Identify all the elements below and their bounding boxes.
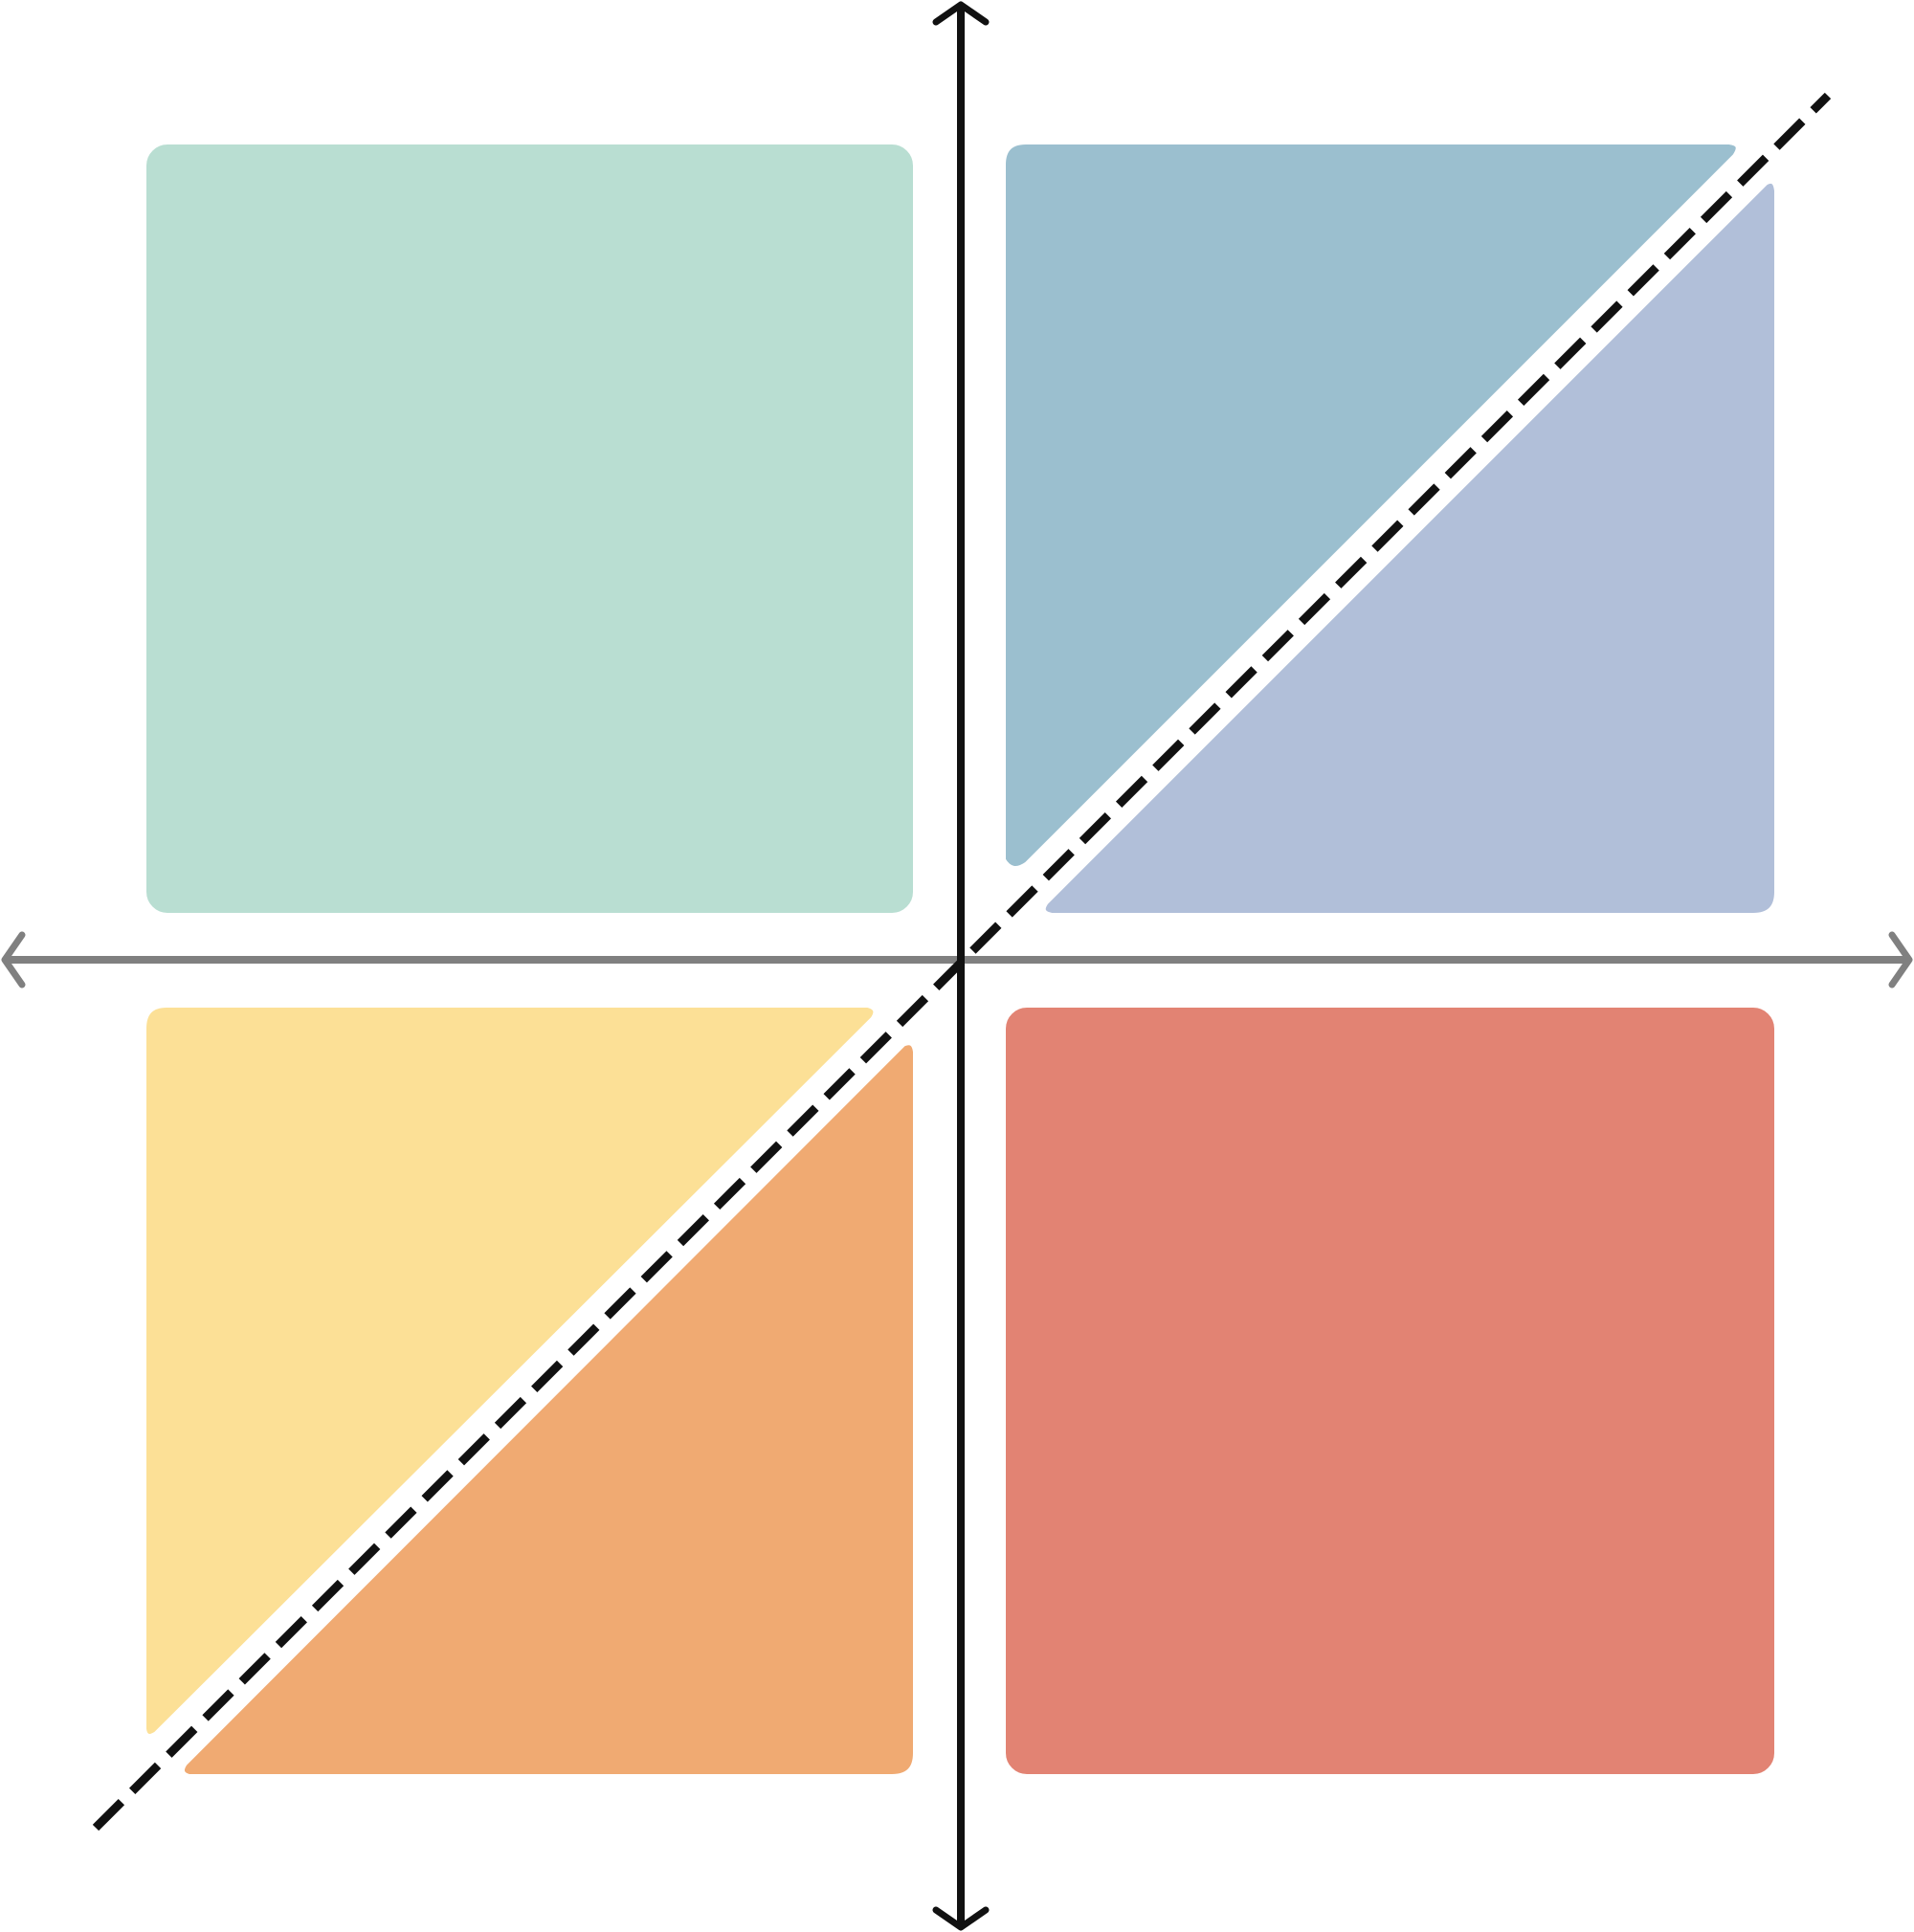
top-left-quadrant [139,137,921,921]
top-right-upper-triangle [998,137,1744,874]
bottom-left-upper-triangle [139,1000,881,1742]
diagonal-dashed-line [92,92,1832,1832]
top-right-lower-triangle [1037,175,1782,921]
bottom-left-lower-triangle [176,1037,921,1782]
vertical-axis-bottom-arrowhead [932,1906,990,1931]
vertical-axis-top-arrowhead [932,1,990,26]
horizontal-axis-left-arrowhead [1,931,26,988]
horizontal-axis-right-arrowhead [1888,931,1913,988]
bottom-right-quadrant [998,1000,1782,1782]
